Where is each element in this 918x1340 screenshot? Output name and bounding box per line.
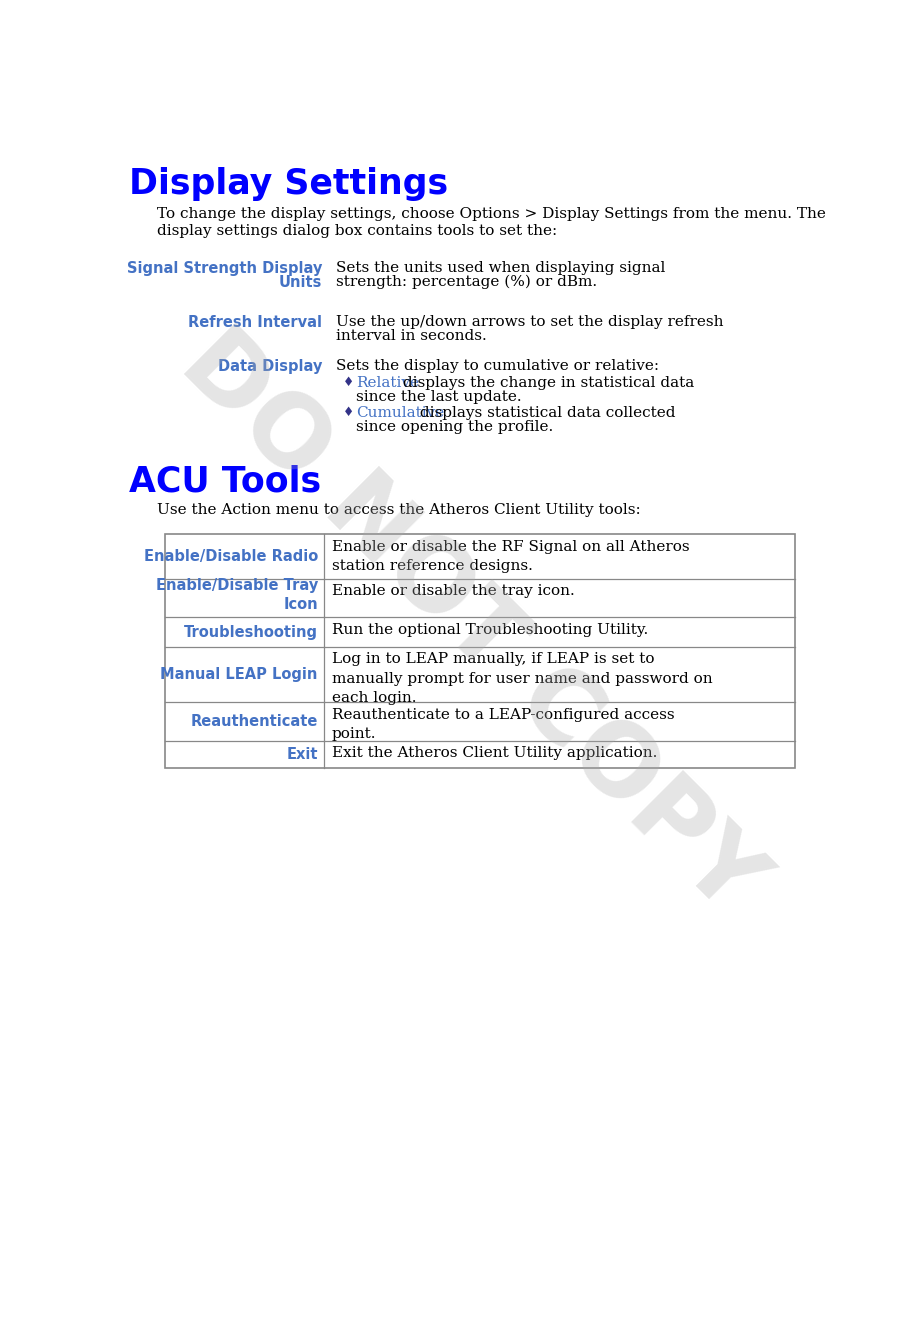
Text: Enable or disable the tray icon.: Enable or disable the tray icon. [331,584,575,598]
Text: DO NOT COPY: DO NOT COPY [162,314,781,933]
Text: Enable or disable the RF Signal on all Atheros
station reference designs.: Enable or disable the RF Signal on all A… [331,540,689,574]
Text: display settings dialog box contains tools to set the:: display settings dialog box contains too… [157,224,557,239]
Text: Enable/Disable Radio: Enable/Disable Radio [143,549,318,564]
Text: To change the display settings, choose Options > Display Settings from the menu.: To change the display settings, choose O… [157,206,826,221]
Text: ACU Tools: ACU Tools [129,465,320,498]
Text: strength: percentage (%) or dBm.: strength: percentage (%) or dBm. [336,275,597,289]
Text: Data Display: Data Display [218,359,322,374]
Bar [165,535,795,768]
Text: Units: Units [279,275,322,289]
Text: Exit the Atheros Client Utility application.: Exit the Atheros Client Utility applicat… [331,746,657,760]
Text: since opening the profile.: since opening the profile. [356,419,553,434]
Text: displays statistical data collected: displays statistical data collected [415,406,675,419]
Text: displays the change in statistical data: displays the change in statistical data [397,377,694,390]
Text: Cumulative: Cumulative [356,406,444,419]
Text: Enable/Disable Tray
Icon: Enable/Disable Tray Icon [155,578,318,612]
Text: ♦: ♦ [343,406,354,418]
Text: Signal Strength Display: Signal Strength Display [127,261,322,276]
Text: Log in to LEAP manually, if LEAP is set to
manually prompt for user name and pas: Log in to LEAP manually, if LEAP is set … [331,653,712,705]
Text: since the last update.: since the last update. [356,390,521,405]
Text: Reauthenticate: Reauthenticate [190,714,318,729]
Text: Use the Action menu to access the Atheros Client Utility tools:: Use the Action menu to access the Athero… [157,504,641,517]
Text: Troubleshooting: Troubleshooting [184,624,318,639]
Text: Display Settings: Display Settings [129,168,448,201]
Text: Refresh Interval: Refresh Interval [188,315,322,330]
Text: Run the optional Troubleshooting Utility.: Run the optional Troubleshooting Utility… [331,623,648,636]
Text: Sets the units used when displaying signal: Sets the units used when displaying sign… [336,261,665,275]
Text: Sets the display to cumulative or relative:: Sets the display to cumulative or relati… [336,359,659,374]
Text: Manual LEAP Login: Manual LEAP Login [161,667,318,682]
Text: Exit: Exit [286,746,318,762]
Text: interval in seconds.: interval in seconds. [336,328,487,343]
Text: Relative: Relative [356,377,419,390]
Text: Use the up/down arrows to set the display refresh: Use the up/down arrows to set the displa… [336,315,723,328]
Text: ♦: ♦ [343,377,354,390]
Text: Reauthenticate to a LEAP-configured access
point.: Reauthenticate to a LEAP-configured acce… [331,708,675,741]
